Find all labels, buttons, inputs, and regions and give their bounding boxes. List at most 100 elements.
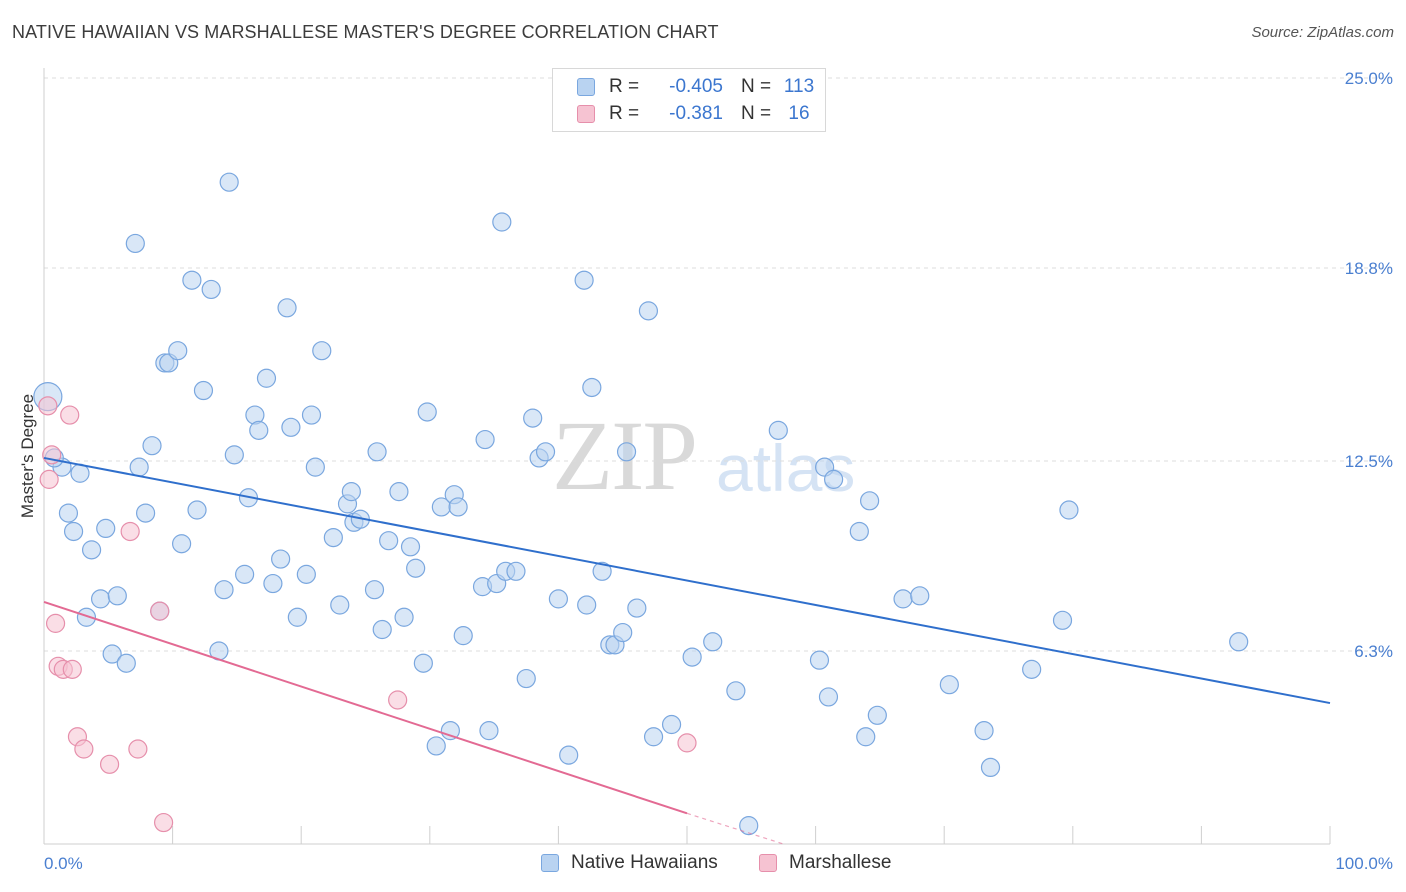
native-hawaiians-point bbox=[1022, 659, 1042, 679]
native-hawaiians-point bbox=[893, 589, 913, 609]
legend-r-label: R = bbox=[609, 103, 640, 124]
native-hawaiians-point bbox=[703, 632, 723, 652]
series-name: Marshallese bbox=[789, 852, 892, 873]
y-tick-label: 18.8% bbox=[1345, 259, 1393, 278]
legend-r-value: -0.405 bbox=[669, 76, 723, 97]
native-hawaiians-point bbox=[726, 681, 746, 701]
y-tick-label: 12.5% bbox=[1345, 452, 1393, 471]
native-hawaiians-point bbox=[616, 442, 637, 462]
series-legend-marshallese: Marshallese bbox=[759, 852, 891, 874]
native-hawaiians-point bbox=[824, 469, 844, 489]
native-hawaiians-point bbox=[182, 270, 202, 290]
legend-n-label: N = bbox=[741, 103, 772, 124]
marshallese-point bbox=[388, 690, 408, 710]
native-hawaiians-point bbox=[682, 647, 702, 667]
native-hawaiians-point bbox=[592, 561, 612, 581]
native-hawaiians-point bbox=[548, 589, 569, 609]
marshallese-point bbox=[45, 613, 66, 633]
marshallese-point bbox=[39, 469, 59, 489]
native-hawaiians-point bbox=[768, 420, 788, 440]
native-hawaiians-point bbox=[1059, 500, 1079, 520]
native-hawaiians-point bbox=[856, 727, 876, 747]
marshallese-point bbox=[128, 739, 148, 759]
series-name: Native Hawaiians bbox=[571, 852, 718, 873]
source-label: Source: ZipAtlas.com bbox=[1251, 24, 1394, 41]
native-hawaiians-point bbox=[406, 558, 426, 578]
marshallese-point bbox=[153, 812, 174, 833]
native-hawaiians-point bbox=[974, 721, 994, 741]
native-hawaiians-point bbox=[323, 527, 343, 548]
y-tick-label: 25.0% bbox=[1345, 69, 1393, 88]
native-hawaiians-point bbox=[102, 644, 122, 664]
native-hawaiians-point bbox=[809, 650, 830, 670]
native-hawaiians-point bbox=[506, 561, 526, 581]
native-hawaiians-point bbox=[372, 619, 392, 640]
chart-title: NATIVE HAWAIIAN VS MARSHALLESE MASTER'S … bbox=[12, 22, 719, 42]
native-hawaiians-point bbox=[249, 420, 269, 440]
native-hawaiians-point bbox=[281, 417, 301, 437]
native-hawaiians-point bbox=[389, 482, 409, 502]
native-hawaiians-point bbox=[193, 380, 214, 401]
series-legend-native-hawaiians: Native Hawaiians bbox=[541, 852, 718, 874]
native-hawaiians-points bbox=[33, 172, 1249, 836]
native-hawaiians-point bbox=[63, 521, 84, 542]
marshallese-point bbox=[150, 601, 170, 621]
legend-r-label: R = bbox=[609, 76, 640, 97]
native-hawaiians-point bbox=[492, 212, 512, 232]
y-tick-label: 6.3% bbox=[1354, 642, 1393, 661]
native-hawaiians-point bbox=[135, 503, 156, 523]
native-hawaiians-point bbox=[638, 301, 659, 321]
native-hawaiians-point bbox=[577, 595, 597, 615]
native-hawaiians-point bbox=[582, 377, 602, 398]
native-hawaiians-point bbox=[367, 442, 387, 462]
legend-n-value: 113 bbox=[783, 76, 815, 97]
native-hawaiians-point bbox=[214, 580, 234, 600]
native-hawaiians-point bbox=[453, 626, 473, 646]
marshallese-points bbox=[38, 396, 697, 833]
correlation-legend: R = -0.405 N = 113 R = -0.381 N = 16 bbox=[552, 68, 826, 132]
native-hawaiians-point bbox=[277, 298, 297, 318]
native-hawaiians-point bbox=[96, 518, 116, 539]
native-hawaiians-trend-line bbox=[43, 456, 1331, 705]
series-swatch-blue bbox=[541, 854, 559, 872]
native-hawaiians-point bbox=[271, 549, 291, 569]
native-hawaiians-point bbox=[341, 482, 361, 502]
native-hawaiians-point bbox=[58, 503, 79, 523]
native-hawaiians-point bbox=[394, 607, 414, 627]
native-hawaiians-point bbox=[475, 429, 495, 450]
native-hawaiians-point bbox=[440, 721, 460, 741]
legend-swatch-pink bbox=[577, 105, 595, 123]
tick-labels: 6.3% 12.5% 18.8% 25.0% 0.0% 100.0% bbox=[44, 69, 1393, 873]
marshallese-point bbox=[38, 396, 58, 416]
legend-r-value: -0.381 bbox=[669, 103, 723, 124]
marshallese-point bbox=[99, 754, 120, 774]
native-hawaiians-point bbox=[330, 595, 350, 615]
native-hawaiians-point bbox=[116, 653, 136, 673]
x-tick-label: 100.0% bbox=[1335, 854, 1393, 873]
native-hawaiians-point bbox=[142, 436, 162, 456]
native-hawaiians-point bbox=[76, 607, 97, 627]
marshallese-trend-line bbox=[43, 600, 688, 815]
native-hawaiians-point bbox=[661, 714, 682, 735]
native-hawaiians-point bbox=[910, 586, 930, 606]
native-hawaiians-point bbox=[413, 653, 433, 673]
native-hawaiians-point bbox=[867, 705, 887, 725]
native-hawaiians-point bbox=[400, 537, 421, 557]
native-hawaiians-point bbox=[301, 405, 322, 425]
native-hawaiians-point bbox=[90, 589, 111, 609]
native-hawaiians-point bbox=[574, 270, 594, 290]
native-hawaiians-point bbox=[818, 687, 839, 707]
native-hawaiians-point bbox=[448, 497, 468, 517]
native-hawaiians-point bbox=[312, 341, 332, 361]
native-hawaiians-point bbox=[613, 622, 633, 643]
marshallese-point bbox=[74, 739, 94, 759]
native-hawaiians-point bbox=[559, 745, 579, 765]
marshallese-point bbox=[60, 405, 80, 425]
native-hawaiians-point bbox=[739, 816, 759, 836]
native-hawaiians-point bbox=[516, 668, 536, 689]
native-hawaiians-point bbox=[172, 534, 192, 554]
native-hawaiians-point bbox=[643, 727, 664, 747]
native-hawaiians-point bbox=[980, 757, 1001, 778]
native-hawaiians-point bbox=[1229, 632, 1249, 652]
native-hawaiians-point bbox=[305, 457, 325, 477]
